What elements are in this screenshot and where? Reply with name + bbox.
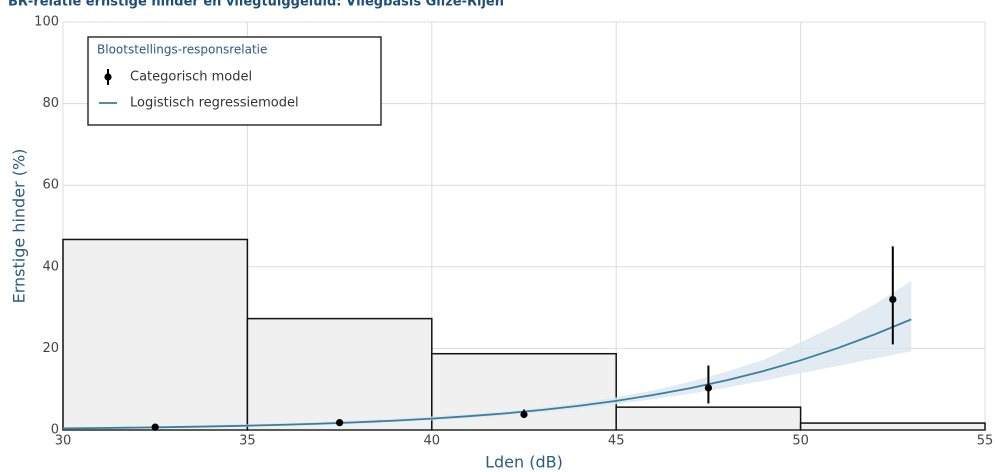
y-tick-label: 20 xyxy=(42,341,59,356)
y-tick-label: 40 xyxy=(42,259,59,274)
point xyxy=(520,410,528,419)
x-tick-label: 45 xyxy=(608,434,625,449)
legend-label: Logistisch regressiemodel xyxy=(130,96,299,111)
y-tick-label: 100 xyxy=(34,15,59,30)
regression-line xyxy=(62,318,912,430)
legend-marker xyxy=(104,73,112,81)
legend-title: Blootstellings-responsrelatie xyxy=(97,43,267,57)
legend-box xyxy=(87,36,382,126)
x-tick-label: 30 xyxy=(55,434,72,449)
x-axis-label: Lden (dB) xyxy=(485,453,563,472)
point xyxy=(704,384,713,392)
point xyxy=(151,423,159,431)
chart-title: BR-relatie ernstige hinder en vliegtuigg… xyxy=(8,0,504,10)
x-tick-label: 50 xyxy=(792,434,809,449)
point xyxy=(336,419,344,427)
y-tick-label: 0 xyxy=(51,423,59,438)
point xyxy=(889,295,897,304)
bar xyxy=(615,406,802,431)
y-tick-label: 60 xyxy=(42,178,59,193)
bar xyxy=(799,422,986,431)
x-tick-label: 35 xyxy=(239,434,256,449)
y-axis-label: Ernstige hinder (%) xyxy=(10,149,29,304)
y-tick-label: 80 xyxy=(42,96,59,111)
bar xyxy=(246,317,433,431)
legend: Blootstellings-responsrelatie Categorisch… xyxy=(87,36,382,126)
confidence-band xyxy=(63,281,912,429)
x-tick-label: 40 xyxy=(424,434,441,449)
x-tick-label: 55 xyxy=(977,434,994,449)
legend-label: Categorisch model xyxy=(130,70,252,85)
bar xyxy=(62,238,249,431)
